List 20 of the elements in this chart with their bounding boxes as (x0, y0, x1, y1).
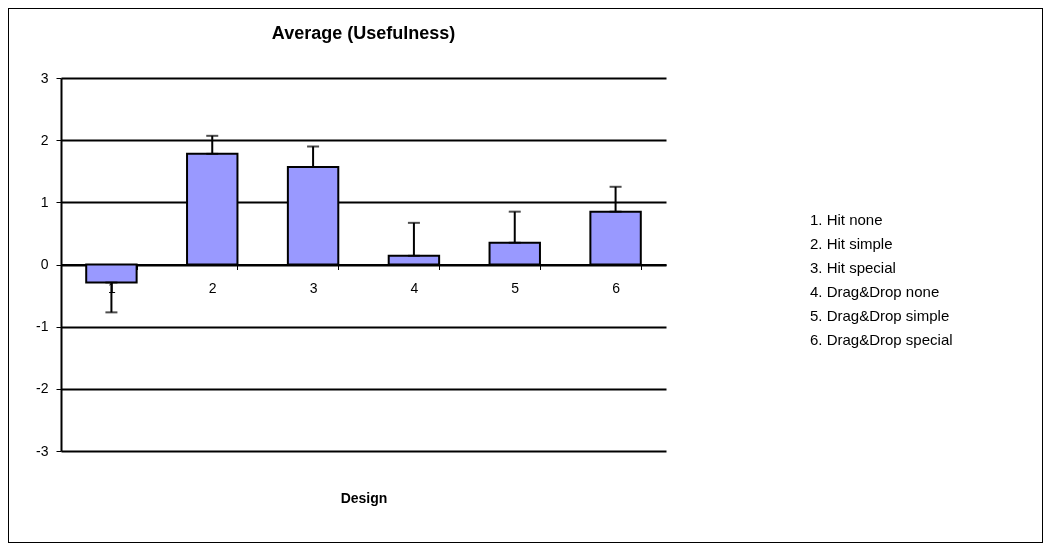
x-tick-label: 5 (511, 280, 520, 296)
y-tick-label: 1 (40, 193, 49, 210)
y-tick-label: 2 (40, 131, 49, 148)
y-tick-label: 0 (40, 256, 49, 272)
y-tick-label: 3 (40, 69, 49, 86)
y-tick-label: -1 (36, 318, 49, 335)
text: 5. Drag&Drop simple (810, 306, 951, 326)
text: 2. Hit simple (810, 234, 894, 254)
chart-title: Average (Usefulness) (271, 23, 456, 43)
text: 1. Hit none (810, 210, 884, 230)
text: 6. Drag&Drop special (810, 330, 953, 350)
text: 4. Drag&Drop none (810, 282, 941, 302)
y-tick-label: -3 (36, 442, 49, 459)
x-axis-title: Design (340, 489, 388, 506)
text: 3. Hit special (810, 258, 897, 278)
x-tick-label: 2 (208, 280, 217, 296)
x-tick-label: 4 (410, 280, 419, 296)
x-tick-label: 6 (612, 280, 621, 296)
y-tick-label: -2 (36, 380, 49, 397)
x-tick-label: 3 (309, 280, 318, 296)
